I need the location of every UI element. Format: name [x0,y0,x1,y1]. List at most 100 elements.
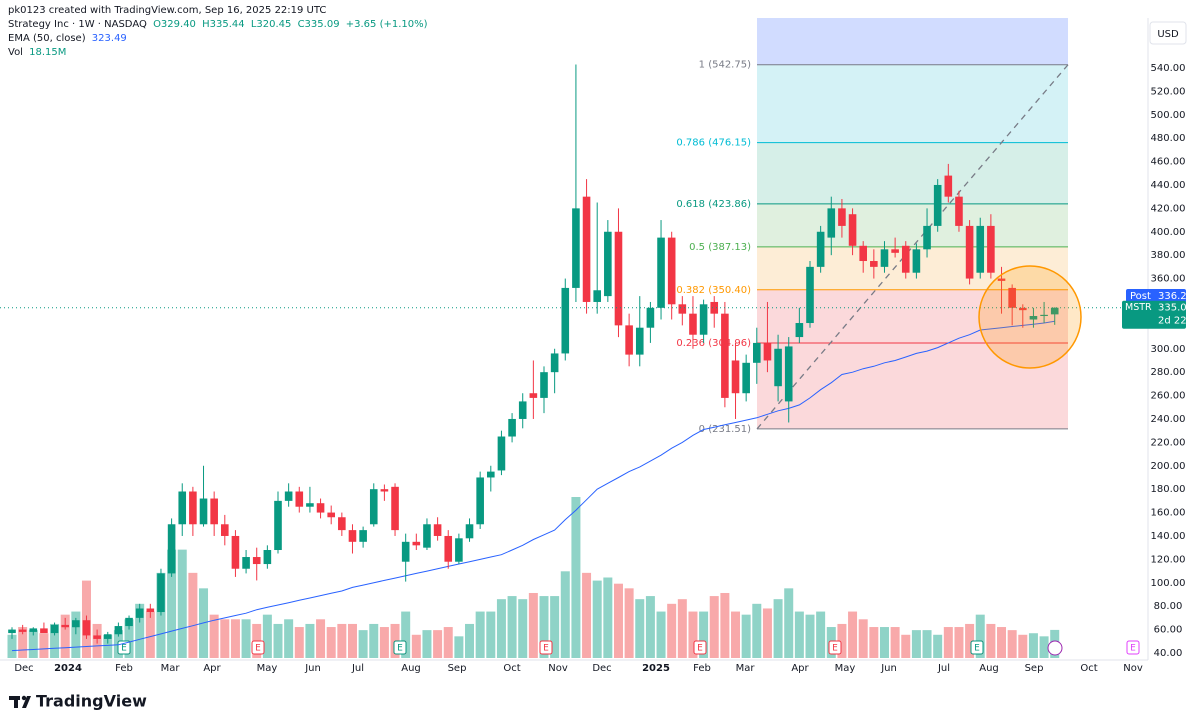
volume-bar [762,608,772,658]
y-tick-label: 420.00 [1151,203,1186,214]
candle-body [561,287,570,354]
volume-bar [518,599,528,658]
candle-body [816,231,825,267]
candle-body [18,629,27,632]
x-tick-label: Nov [548,663,568,674]
x-tick-label: Feb [693,663,711,674]
volume-bar [635,599,645,658]
volume-bar [997,627,1007,658]
legend-header: pk0123 created with TradingView.com, Sep… [8,4,431,60]
earnings-marker-label: E [697,644,703,654]
brand-logo [9,695,31,708]
earnings-marker [828,640,842,655]
candle-body [401,541,410,562]
y-tick-label: 60.00 [1154,625,1183,636]
candle-body [784,346,793,402]
candle-body [635,327,644,355]
candle-body [167,524,176,574]
y-tick-label: 300.00 [1151,344,1186,355]
candle-body [242,557,250,569]
candle-body [806,266,814,324]
y-tick-label: 380.00 [1151,250,1186,261]
vol-value: 18.15M [29,47,67,58]
volume-bar [656,611,666,658]
candle-body [178,491,187,525]
x-tick-label: Feb [115,663,133,674]
candle-body [82,620,91,636]
volume-bar [28,630,38,658]
candle-body [72,620,80,628]
volume-bar [582,572,592,658]
fib-label: 0.786 (476.15) [676,138,751,149]
volume-bar [18,627,28,658]
candle-body [731,360,740,394]
volume-bar [1018,634,1028,658]
volume-bar [550,596,560,658]
volume-bar [933,634,943,658]
x-tick-label: 2024 [54,663,82,674]
volume-bar [890,627,900,658]
y-tick-label: 540.00 [1151,63,1186,74]
y-tick-label: 280.00 [1151,367,1186,378]
symbol: Strategy Inc · 1W · NASDAQ [8,19,147,30]
earnings-marker [1126,640,1140,655]
volume-bar [337,623,347,658]
candle-body [880,249,889,267]
candle-body [210,498,218,525]
volume-bar [188,572,198,658]
volume-bar [167,549,177,658]
ohlc-low: L320.45 [250,19,292,30]
volume-bar [699,611,709,658]
ema-line [11,320,1055,652]
earnings-marker [970,640,984,655]
volume-bar [401,611,411,658]
candle-body [487,471,495,478]
x-tick-label: Jun [880,663,897,674]
upcoming-event [1047,640,1063,656]
volume-bar [465,623,475,658]
ema-row: EMA (50, close) 323.49 [8,32,431,46]
currency-box [1149,21,1187,45]
fib-trend-line [756,64,1069,430]
volume-bar [571,497,581,658]
candle-body [8,629,16,634]
volume-bar [752,603,762,658]
y-tick-label: 240.00 [1151,414,1186,425]
x-tick-label: Apr [203,663,221,674]
candle-body [93,635,101,639]
volume-bar [262,614,272,658]
candle-body [114,626,123,635]
earnings-marker-label: E [255,644,261,654]
volume-bar [1039,636,1049,658]
candle-body [646,307,655,328]
candle-body [721,313,729,398]
volume-bar [986,623,996,658]
volume-bar [305,623,315,658]
candle-body [465,524,474,539]
y-tick-label: 80.00 [1154,601,1183,612]
candle-body [189,491,197,525]
highlight-circle [978,265,1082,369]
candle-body [572,208,580,288]
candle-body [763,342,772,361]
candle-body [252,557,261,565]
y-tick-label: 260.00 [1151,391,1186,402]
earnings-marker-label: E [543,644,549,654]
candle-body [965,225,974,279]
fib-label: 0.382 (350.40) [676,285,751,296]
volume-bar [124,619,134,658]
volume-bar [422,630,432,658]
earnings-marker-label: E [974,644,980,654]
candle-body [40,628,48,634]
volume-bar [7,634,17,658]
ema-name: EMA (50, close) [8,33,86,44]
candle-body [29,628,38,632]
candle-body [263,550,272,565]
volume-bar [486,611,496,658]
volume-bar [677,599,687,658]
volume-bar [103,634,113,658]
fib-zone [757,342,1068,429]
candle-body [955,196,963,226]
volume-bar [741,614,751,658]
